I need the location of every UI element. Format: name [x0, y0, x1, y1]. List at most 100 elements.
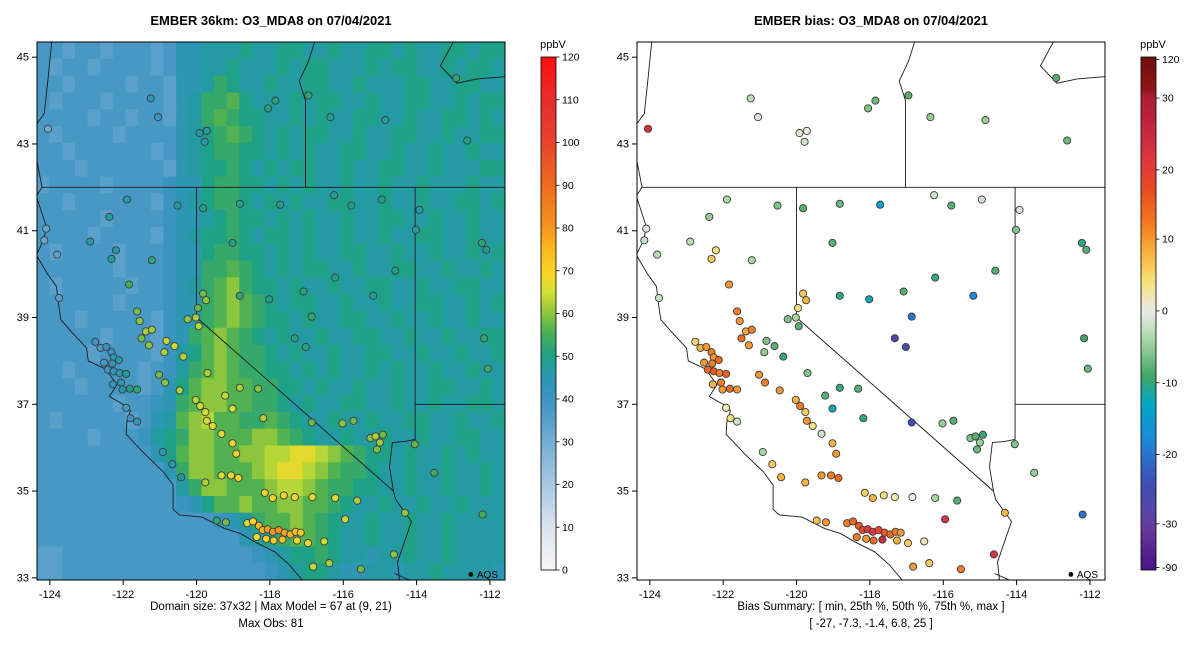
- station-point: [356, 565, 365, 574]
- raster-cell: [49, 512, 63, 531]
- raster-cell: [340, 277, 354, 295]
- raster-cell: [429, 42, 443, 60]
- raster-cell: [87, 529, 101, 547]
- raster-cell: [163, 361, 177, 379]
- raster-cell: [327, 277, 342, 295]
- raster-cell: [416, 126, 430, 144]
- raster-cell: [239, 311, 253, 329]
- raster-cell: [100, 512, 114, 531]
- raster-cell: [138, 428, 152, 446]
- station-point: [969, 291, 978, 300]
- raster-cell: [289, 142, 304, 161]
- station-point: [812, 516, 821, 525]
- raster-cell: [239, 42, 253, 60]
- raster-cell: [416, 529, 430, 547]
- raster-cell: [416, 563, 430, 580]
- raster-cell: [150, 260, 164, 278]
- raster-cell: [188, 512, 202, 531]
- raster-cell: [150, 428, 164, 446]
- raster-cell: [201, 58, 215, 77]
- raster-cell: [403, 563, 417, 580]
- raster-cell: [416, 92, 430, 110]
- raster-cell: [49, 479, 63, 497]
- raster-cell: [327, 176, 342, 194]
- raster-cell: [87, 445, 101, 463]
- raster-cell: [492, 210, 505, 228]
- raster-cell: [163, 58, 177, 77]
- raster-cell: [239, 378, 253, 396]
- raster-cell: [365, 361, 380, 379]
- raster-cell: [340, 445, 354, 463]
- raster-cell: [176, 277, 190, 295]
- raster-cell: [454, 445, 468, 463]
- station-point: [643, 124, 653, 133]
- raster-cell: [492, 361, 505, 379]
- raster-cell: [62, 109, 76, 127]
- raster-cell: [62, 142, 76, 161]
- raster-cell: [49, 344, 63, 362]
- raster-cell: [214, 311, 228, 329]
- raster-cell: [74, 563, 89, 580]
- raster-cell: [277, 294, 291, 312]
- raster-cell: [239, 462, 253, 480]
- station-point: [977, 195, 986, 204]
- raster-cell: [429, 428, 443, 446]
- raster-cell: [125, 294, 139, 312]
- station-point: [91, 337, 100, 346]
- raster-cell: [49, 378, 63, 396]
- raster-cell: [138, 479, 152, 497]
- raster-cell: [112, 159, 127, 177]
- station-point: [114, 355, 123, 365]
- raster-cell: [112, 546, 127, 564]
- raster-cell: [264, 462, 278, 480]
- colorbar-tick-label: 20: [562, 479, 574, 491]
- colorbar-tick-label: 30: [1162, 93, 1174, 105]
- station-point: [768, 460, 777, 469]
- raster-cell: [125, 529, 139, 547]
- station-point: [926, 113, 935, 122]
- raster-cell: [315, 159, 329, 177]
- raster-cell: [163, 142, 177, 161]
- y-tick-label: 37: [17, 399, 29, 411]
- raster-cell: [302, 109, 316, 127]
- raster-cell: [49, 159, 63, 177]
- raster-cell: [391, 462, 405, 480]
- raster-cell: [289, 428, 304, 446]
- raster-cell: [454, 311, 468, 329]
- raster-cell: [74, 445, 89, 463]
- raster-cell: [416, 176, 430, 194]
- raster-cell: [416, 546, 430, 564]
- bias-axes: -124 -122 -120 -118 -116 -114 -112 33 35 37 39 41 43…: [617, 52, 1101, 601]
- raster-cell: [264, 378, 278, 396]
- raster-cell: [87, 479, 101, 497]
- colorbar-tick-label: 100: [562, 137, 580, 149]
- raster-cell: [365, 193, 380, 211]
- raster-cell: [353, 142, 367, 161]
- raster-cell: [150, 243, 164, 262]
- raster-cell: [100, 42, 114, 60]
- raster-cell: [315, 277, 329, 295]
- raster-cell: [264, 327, 278, 346]
- raster-cell: [391, 512, 405, 531]
- raster-cell: [37, 92, 51, 110]
- x-tick-label: -116: [933, 589, 954, 601]
- raster-cell: [100, 445, 114, 463]
- raster-cell: [176, 142, 190, 161]
- raster-cell: [201, 495, 215, 514]
- station-point: [1083, 364, 1092, 373]
- raster-cell: [214, 344, 228, 362]
- raster-cell: [289, 193, 304, 211]
- raster-cell: [138, 226, 152, 245]
- raster-cell: [176, 42, 190, 60]
- raster-cell: [74, 495, 89, 514]
- station-point: [779, 352, 788, 361]
- raster-cell: [277, 58, 291, 77]
- raster-cell: [100, 142, 114, 161]
- raster-cell: [239, 210, 253, 228]
- station-point: [116, 378, 126, 387]
- station-point: [783, 315, 792, 324]
- station-point: [878, 535, 887, 544]
- raster-cell: [353, 210, 367, 228]
- raster-cell: [441, 546, 455, 564]
- station-point: [705, 212, 714, 221]
